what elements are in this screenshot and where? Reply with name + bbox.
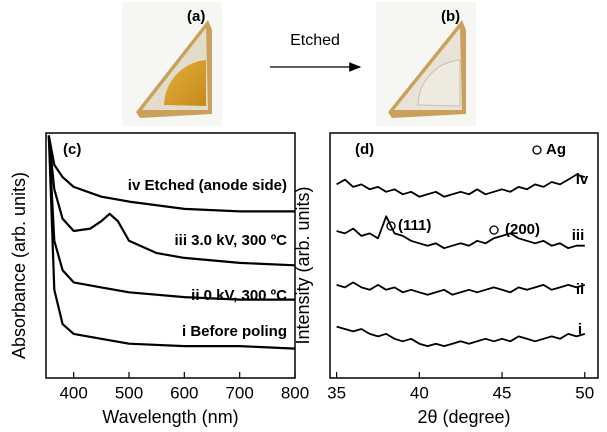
annotation: (c) [63,141,81,158]
x-tick-label: 50 [575,383,594,402]
series-line [336,281,586,296]
plot-frame [329,132,599,379]
annotation: (d) [355,141,374,158]
peak-marker [489,225,499,235]
x-tick-label: 35 [327,383,346,402]
annotation: iv Etched (anode side) [128,177,287,194]
photo-b: (b) [376,2,476,126]
annotation: iv [576,171,589,188]
series-line [47,135,296,267]
series-line [336,215,585,250]
arrow-label: Etched [290,32,340,49]
annotation: iii [572,227,585,244]
x-tick-label: 800 [281,383,309,402]
annotation: ii [576,281,584,298]
photo-label: (b) [441,8,460,25]
series-line [336,173,586,198]
x-tick-label: 45 [493,383,512,402]
y-axis-label: Intensity (arb. units) [293,186,313,344]
series-line [336,325,586,347]
annotation: i [578,321,582,338]
annotation: i Before poling [182,323,287,340]
x-tick-label: 400 [59,383,87,402]
annotation: (111) [398,217,431,234]
y-axis-label: Absorbance (arb. units) [9,172,29,359]
x-tick-label: 600 [170,383,198,402]
annotation: iii 3.0 kV, 300 ºC [175,232,288,249]
x-axis-label: 2θ (degree) [417,407,510,427]
peak-marker [386,221,396,231]
plot-frame [45,132,296,379]
x-tick-label: 700 [225,383,253,402]
peak-marker [532,145,542,155]
series-line [47,135,295,213]
annotation: Ag [546,141,566,158]
photo-label: (a) [187,8,205,25]
series-line [47,135,295,301]
x-axis-label: Wavelength (nm) [102,407,238,427]
photo-a: (a) [122,2,222,126]
x-tick-label: 500 [115,383,143,402]
annotation: ii 0 kV, 300 ºC [191,287,287,304]
series-line [47,135,296,350]
annotation: (200) [505,221,540,238]
x-tick-label: 40 [410,383,429,402]
